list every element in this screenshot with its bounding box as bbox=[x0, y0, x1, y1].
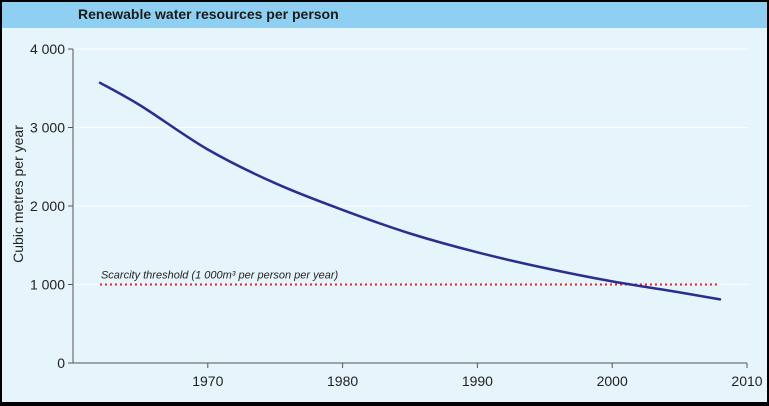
x-tick-label: 1980 bbox=[327, 373, 358, 389]
x-tick-label: 1970 bbox=[192, 373, 223, 389]
x-tick-label: 2010 bbox=[731, 373, 762, 389]
x-tick-label: 2000 bbox=[597, 373, 628, 389]
chart-title: Renewable water resources per person bbox=[78, 6, 339, 22]
y-tick-label: 1 000 bbox=[30, 277, 65, 293]
y-tick-label: 3 000 bbox=[30, 120, 65, 136]
series-layer bbox=[98, 81, 722, 301]
y-tick-label: 4 000 bbox=[30, 41, 65, 57]
y-axis-title: Cubic metres per year bbox=[10, 125, 26, 263]
threshold-layer: Scarcity threshold (1 000m³ per person p… bbox=[99, 270, 721, 286]
y-tick-label: 0 bbox=[57, 355, 65, 371]
y-tick-label: 2 000 bbox=[30, 198, 65, 214]
x-tick-label: 1990 bbox=[462, 373, 493, 389]
ticks-layer: 0 1 000 2 000 3 000 4 000 1970 1980 1990 2000 201… bbox=[30, 41, 763, 389]
grid-layer bbox=[73, 48, 747, 285]
title-band bbox=[2, 2, 767, 28]
scarcity-threshold-label: Scarcity threshold (1 000m³ per person p… bbox=[101, 270, 339, 282]
series-line bbox=[98, 81, 722, 301]
